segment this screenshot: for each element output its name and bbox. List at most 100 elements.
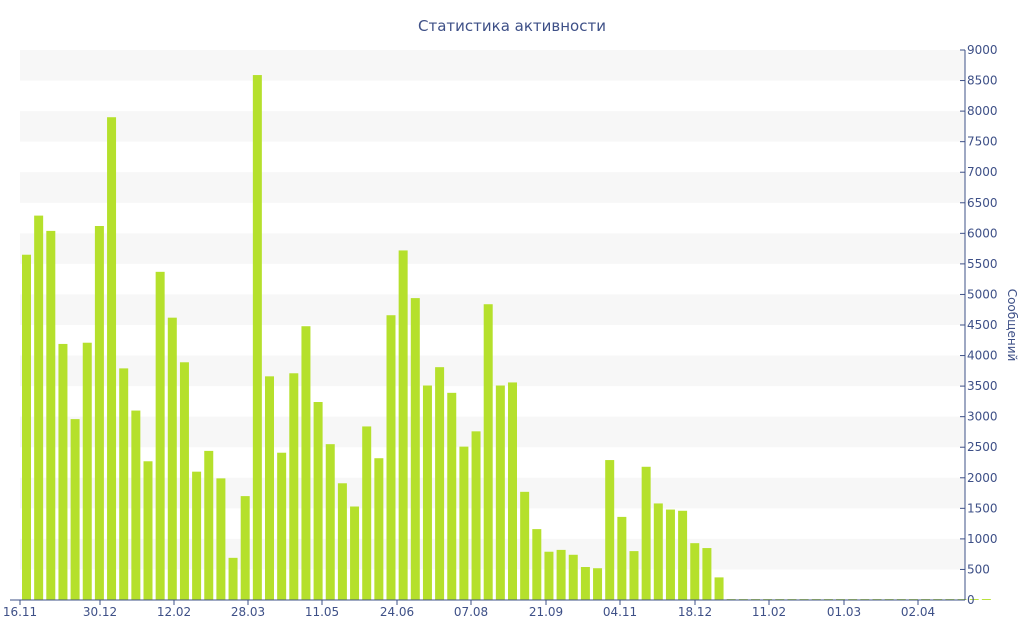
x-tick-label: 01.03: [827, 605, 861, 619]
bar: [228, 557, 238, 600]
bar: [167, 317, 177, 600]
bar: [240, 496, 250, 600]
x-tick-label: 07.08: [454, 605, 488, 619]
bar: [398, 250, 408, 600]
y-tick-label: 7000: [967, 165, 998, 179]
bar: [350, 506, 360, 600]
x-tick-label: 02.04: [901, 605, 935, 619]
bar: [204, 450, 214, 600]
bar: [435, 367, 445, 600]
bar: [94, 226, 104, 600]
bar: [337, 483, 347, 600]
y-tick-label: 2500: [967, 440, 998, 454]
y-tick-label: 8500: [967, 74, 998, 88]
grid-band: [20, 111, 965, 142]
bar: [690, 543, 700, 600]
bar: [471, 431, 481, 600]
y-tick-label: 6000: [967, 226, 998, 240]
x-tick-label: 11.02: [752, 605, 786, 619]
grid-band: [20, 172, 965, 203]
bar: [447, 392, 457, 600]
bar: [301, 326, 311, 600]
bar: [265, 376, 274, 600]
bar: [532, 529, 542, 600]
x-tick-label: 18.12: [678, 605, 712, 619]
bar: [155, 271, 165, 600]
y-axis-label: Сообщений: [1005, 289, 1019, 362]
bar: [714, 577, 724, 600]
bar: [653, 503, 663, 600]
bar: [580, 567, 590, 600]
x-tick-label: 24.06: [380, 605, 414, 619]
bar: [617, 516, 627, 600]
bar: [289, 373, 299, 600]
bar: [362, 426, 372, 600]
y-tick-label: 3000: [967, 410, 998, 424]
bar: [593, 568, 603, 600]
bar: [544, 551, 554, 600]
bar: [107, 117, 117, 600]
bar: [629, 551, 639, 600]
y-tick-label: 4500: [967, 318, 998, 332]
y-tick-label: 7500: [967, 135, 998, 149]
bar: [70, 419, 80, 600]
y-tick-label: 3500: [967, 379, 998, 393]
bars: [22, 75, 991, 601]
x-tick-label: 04.11: [603, 605, 637, 619]
bar: [678, 510, 688, 600]
y-tick-labels: 0 500 1000 1500 2000 2500 3000 3500 4000 4500 5000…: [960, 43, 998, 607]
bar: [46, 230, 56, 600]
bar: [665, 509, 675, 600]
y-tick-label: 2000: [967, 471, 998, 485]
bar: [252, 75, 262, 600]
bar: [313, 402, 323, 600]
x-tick-label: 12.02: [157, 605, 191, 619]
y-tick-label: 6500: [967, 196, 998, 210]
y-tick-label: 9000: [967, 43, 998, 57]
y-tick-label: 5000: [967, 287, 998, 301]
grid-band: [20, 233, 965, 264]
bar: [119, 368, 129, 600]
bar: [568, 554, 578, 600]
y-tick-label: 5500: [967, 257, 998, 271]
bar: [981, 599, 991, 600]
bar: [386, 315, 396, 600]
y-tick-label: 500: [967, 562, 990, 576]
bar: [641, 466, 651, 600]
bar: [22, 254, 31, 600]
bar: [508, 382, 517, 600]
bar: [192, 471, 202, 600]
chart-title: Статистика активности: [418, 17, 606, 35]
bar: [277, 452, 287, 600]
bar: [422, 385, 432, 600]
x-tick-label: 30.12: [83, 605, 117, 619]
bar: [82, 342, 92, 600]
bar: [34, 215, 44, 601]
bar: [605, 460, 615, 600]
x-tick-label: 21.09: [529, 605, 563, 619]
y-tick-label: 1500: [967, 501, 998, 515]
bar: [556, 549, 566, 600]
y-tick-label: 4000: [967, 349, 998, 363]
bar: [143, 461, 153, 600]
bar: [483, 304, 493, 600]
bar: [459, 446, 469, 600]
bar: [410, 298, 420, 600]
grid-band: [20, 50, 965, 81]
bar: [325, 444, 335, 600]
bar: [58, 343, 68, 600]
bar: [495, 385, 505, 600]
bar: [179, 362, 189, 600]
y-tick-label: 1000: [967, 532, 998, 546]
bar: [216, 478, 226, 600]
y-tick-label: 8000: [967, 104, 998, 118]
y-tick-label: 0: [967, 593, 975, 607]
x-tick-label: 28.03: [231, 605, 265, 619]
bar: [702, 548, 712, 600]
x-tick-label: 16.11: [3, 605, 37, 619]
bar: [520, 491, 530, 600]
bar: [969, 599, 979, 600]
bar: [374, 458, 384, 600]
